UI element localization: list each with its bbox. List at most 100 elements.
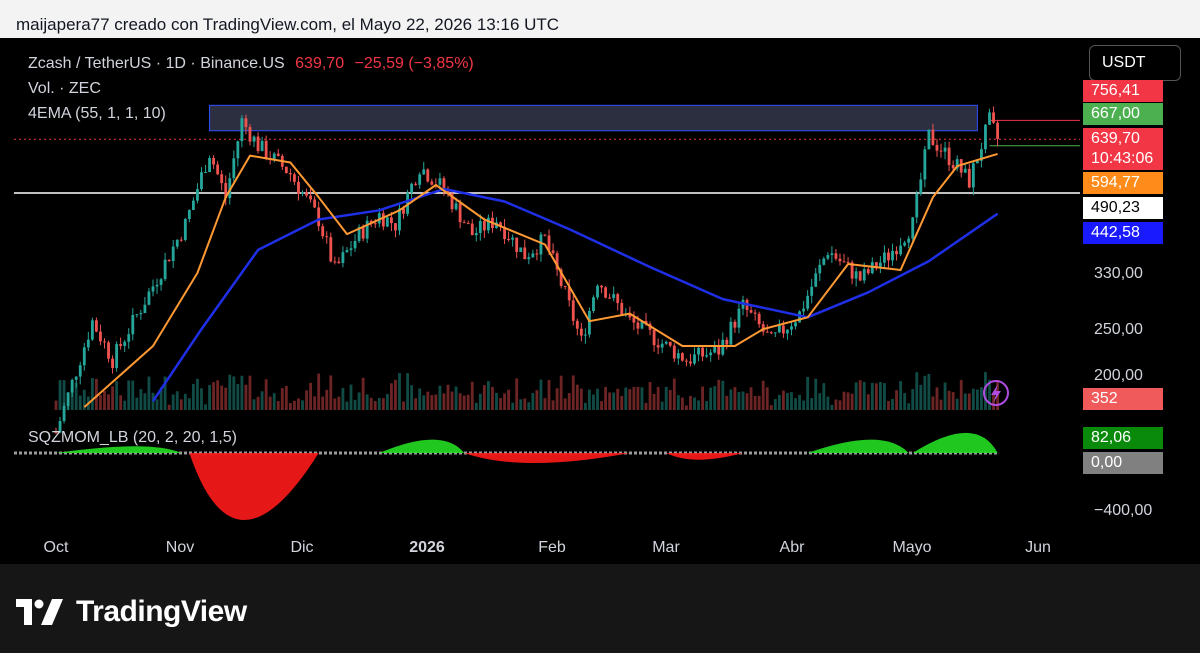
candle (131, 315, 135, 335)
ema-legend[interactable]: 4EMA (55, 1, 1, 10) (28, 105, 166, 122)
volume-bar (628, 389, 632, 410)
candle (200, 172, 203, 190)
volume-bar (713, 386, 717, 410)
x-tick-feb: Feb (538, 539, 566, 556)
volume-bar (115, 381, 119, 410)
volume-bar (773, 399, 777, 410)
candle (208, 157, 211, 173)
candle (842, 261, 846, 263)
candle (971, 163, 975, 188)
volume-bar (426, 391, 430, 410)
candle (604, 287, 608, 298)
volume-bar (329, 375, 333, 410)
currency-button[interactable]: USDT (1089, 45, 1181, 81)
x-tick-dic: Dic (290, 539, 314, 556)
volume-legend[interactable]: Vol. · ZEC (28, 80, 101, 97)
candle (78, 365, 82, 377)
candle (891, 250, 894, 261)
volume-bar (608, 392, 612, 410)
volume-bar (725, 395, 729, 410)
volume-bar (458, 393, 462, 410)
volume-bar (583, 402, 587, 410)
candle (790, 326, 793, 330)
volume-bar (135, 397, 139, 410)
volume-bar (204, 404, 207, 410)
volume-bar (592, 394, 595, 410)
tradingview-logo-icon (16, 599, 63, 625)
candle (507, 238, 511, 240)
volume-bar (963, 393, 967, 410)
volume-bar (596, 388, 599, 410)
volume-bar (911, 389, 915, 410)
squeeze-legend[interactable]: SQZMOM_LB (20, 2, 20, 1,5) (28, 429, 237, 446)
candle (757, 313, 761, 325)
volume-bar (854, 382, 858, 410)
volume-bar (252, 399, 256, 410)
candle (381, 213, 385, 227)
volume-bar (462, 395, 466, 410)
candle (58, 421, 62, 433)
candle (82, 347, 86, 366)
candle (430, 181, 434, 185)
attribution-text: maijapera77 creado con TradingView.com, … (16, 15, 560, 34)
price-tag: 756,41 (1083, 80, 1163, 102)
candle (107, 342, 110, 359)
candle (329, 237, 333, 262)
candle (482, 220, 486, 231)
volume-bar (143, 393, 147, 410)
volume-bar (369, 397, 373, 410)
volume-bar (931, 396, 935, 410)
x-tick-mar: Mar (652, 539, 680, 556)
volume-bar (373, 401, 377, 410)
volume-bar (741, 391, 745, 410)
candle (636, 322, 640, 329)
candle (135, 314, 139, 316)
candle (749, 310, 753, 313)
candle (834, 253, 838, 259)
volume-bar (697, 400, 700, 410)
volume-bar (268, 396, 272, 410)
volume-bar (616, 388, 620, 410)
volume-bar (980, 387, 983, 410)
candle (478, 220, 482, 233)
volume-bar (240, 375, 244, 410)
candle (256, 136, 260, 152)
candle (297, 181, 300, 194)
volume-bar (200, 388, 203, 410)
candle (454, 203, 458, 210)
volume-bar (927, 373, 931, 410)
volume-bar (676, 395, 680, 410)
volume-bar (321, 396, 325, 410)
osc-tick: −400,00 (1094, 502, 1153, 519)
candle (600, 285, 603, 288)
candle (317, 207, 321, 227)
candle (179, 239, 183, 241)
candle (183, 219, 187, 241)
volume-bar (604, 387, 608, 410)
volume-bar (482, 385, 486, 410)
candle (939, 150, 943, 152)
candle (951, 165, 955, 169)
volume-bar (531, 392, 535, 410)
volume-bar (297, 398, 300, 410)
candle (786, 329, 789, 334)
candle (814, 273, 818, 287)
candle (575, 320, 579, 329)
volume-bar (398, 373, 401, 410)
volume-bar (196, 378, 199, 410)
volume-bar (507, 389, 511, 410)
symbol-legend[interactable]: Zcash / TetherUS · 1D · Binance.US 639,7… (28, 55, 474, 73)
volume-bar (325, 389, 329, 410)
candle (321, 226, 325, 237)
candle (377, 213, 381, 224)
candle (878, 262, 882, 269)
candle (854, 271, 858, 279)
candle (309, 195, 313, 200)
volume-bar (656, 387, 660, 410)
volume-bar (899, 381, 903, 410)
candle (551, 250, 555, 254)
volume-bar (802, 400, 806, 410)
volume-bar (446, 384, 450, 410)
volume-bar (107, 394, 110, 410)
